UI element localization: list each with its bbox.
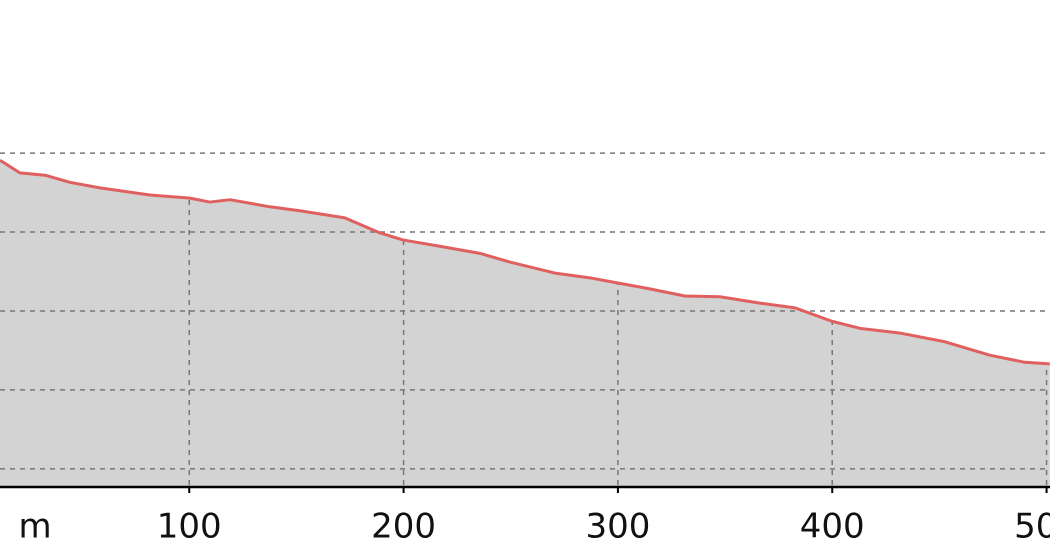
area-fill [0, 160, 1050, 488]
x-axis-label: m [18, 507, 51, 547]
elevation-line [0, 158, 1050, 366]
x-tick-label: 100 [157, 507, 222, 547]
x-tick-label: 400 [800, 507, 865, 547]
x-tick-label: 300 [585, 507, 650, 547]
x-tick-label: 500 [1014, 507, 1050, 547]
x-tick-label: 200 [371, 507, 436, 547]
